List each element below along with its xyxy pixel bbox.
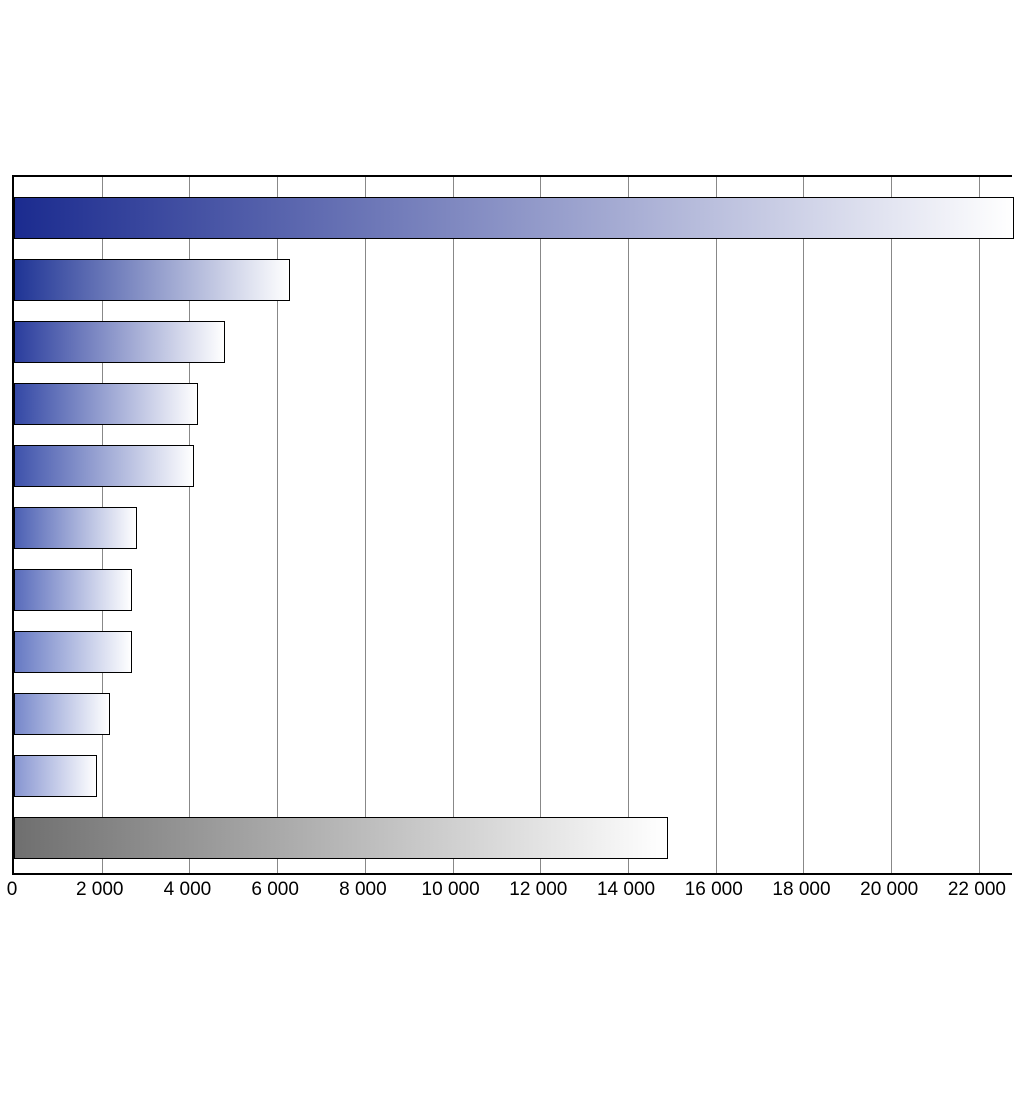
bar-chart: 02 0004 0006 0008 00010 00012 00014 0001… [12,175,1012,895]
x-tick-label: 22 000 [948,879,1006,901]
bar [14,259,290,301]
x-axis-labels: 02 0004 0006 0008 00010 00012 00014 0001… [12,879,1012,909]
gridline [540,177,541,873]
x-tick-label: 12 000 [509,879,567,901]
gridline [979,177,980,873]
x-tick-label: 0 [7,879,18,901]
x-tick-label: 10 000 [422,879,480,901]
gridline [628,177,629,873]
gridline [716,177,717,873]
gridline [891,177,892,873]
gridline [453,177,454,873]
gridline [365,177,366,873]
bar [14,693,110,735]
bar [14,631,132,673]
x-tick-label: 8 000 [339,879,387,901]
x-tick-label: 20 000 [860,879,918,901]
bar [14,197,1014,239]
bar [14,755,97,797]
x-tick-label: 16 000 [685,879,743,901]
bar [14,321,225,363]
x-tick-label: 2 000 [76,879,124,901]
bar [14,569,132,611]
x-tick-label: 6 000 [251,879,299,901]
bar [14,817,668,859]
x-tick-label: 18 000 [772,879,830,901]
bar [14,507,137,549]
x-tick-label: 14 000 [597,879,655,901]
bar [14,383,198,425]
bar [14,445,194,487]
gridline [803,177,804,873]
x-tick-label: 4 000 [164,879,212,901]
plot-area [12,175,1012,875]
